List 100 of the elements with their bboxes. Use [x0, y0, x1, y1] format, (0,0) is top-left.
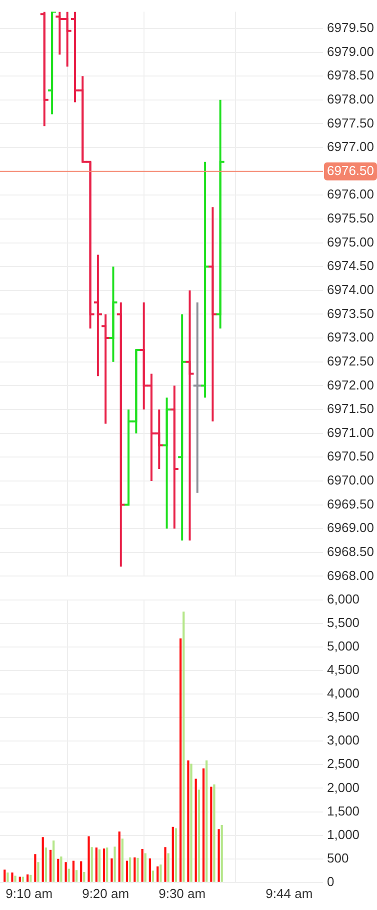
y-tick-label: 6972.50 — [327, 353, 374, 368]
bar — [182, 612, 185, 882]
bar — [118, 832, 120, 882]
candlestick — [196, 302, 198, 493]
bar — [52, 840, 55, 882]
bar — [34, 854, 36, 882]
bar — [102, 848, 106, 882]
bar — [190, 764, 192, 882]
bar — [160, 864, 162, 882]
y-tick-label: 6973.50 — [327, 306, 374, 321]
bar — [37, 862, 40, 882]
ref-line-label: 6976.50 — [327, 162, 374, 178]
y-tick-label: 6,000 — [327, 591, 360, 606]
x-tick-label: 9:44 am — [266, 886, 313, 901]
y-tick-label: 6969.00 — [327, 520, 374, 536]
y-tick-label: 6975.00 — [327, 234, 374, 250]
y-tick-label: 6972.00 — [327, 377, 374, 392]
bar — [22, 876, 24, 882]
y-tick-label: 0 — [327, 874, 334, 889]
bar — [42, 837, 44, 882]
y-tick-label: 3,000 — [327, 732, 360, 748]
y-tick-label: 5,000 — [327, 638, 360, 654]
bar — [136, 858, 139, 882]
bar — [114, 846, 116, 882]
bar — [194, 778, 197, 882]
bar — [164, 847, 166, 882]
y-tick-label: 6971.00 — [327, 424, 374, 440]
y-tick-label: 6971.50 — [327, 401, 374, 416]
bar — [128, 857, 132, 882]
bar — [218, 829, 220, 882]
bar — [30, 874, 32, 882]
y-tick-label: 6970.00 — [327, 472, 374, 488]
y-tick-label: 6976.00 — [327, 186, 374, 202]
y-tick-label: 5,500 — [327, 614, 360, 630]
bar — [110, 858, 113, 882]
bar — [57, 858, 60, 882]
bar — [98, 849, 101, 882]
bar — [11, 872, 14, 882]
bar — [44, 848, 47, 882]
bar — [106, 848, 108, 882]
y-tick-label: 3,500 — [327, 709, 360, 724]
bar — [72, 860, 75, 882]
y-tick-label: 6977.50 — [327, 115, 374, 130]
bar — [134, 857, 136, 882]
bar — [126, 860, 128, 882]
y-tick-label: 6979.50 — [327, 20, 374, 36]
y-tick-label: 4,000 — [327, 686, 360, 701]
y-tick-label: 6978.50 — [327, 68, 374, 83]
y-tick-label: 6975.50 — [327, 210, 374, 226]
bar — [83, 872, 86, 882]
y-tick-label: 6974.00 — [327, 282, 374, 298]
bar — [68, 868, 70, 882]
y-tick-label: 4,500 — [327, 662, 360, 678]
bar — [75, 870, 78, 882]
bar — [156, 866, 159, 882]
x-tick-label: 9:20 am — [82, 886, 130, 901]
bar — [121, 838, 124, 882]
bar — [49, 850, 52, 882]
bar — [172, 826, 174, 882]
bar — [205, 760, 208, 882]
y-tick-label: 6968.50 — [327, 544, 374, 559]
y-tick-label: 2,000 — [327, 780, 360, 795]
bar — [220, 824, 223, 882]
bar — [213, 784, 216, 882]
bar — [90, 847, 93, 882]
bar — [4, 870, 6, 882]
bar — [60, 856, 62, 882]
bar — [14, 876, 16, 882]
y-tick-label: 1,000 — [327, 826, 360, 842]
x-tick-label: 9:30 am — [158, 886, 206, 901]
bar — [88, 836, 90, 882]
y-tick-label: 6968.00 — [327, 568, 374, 583]
y-tick-label: 6979.00 — [327, 44, 374, 59]
bar — [152, 870, 154, 882]
y-tick-label: 6969.50 — [327, 496, 374, 512]
y-tick-label: 6973.00 — [327, 330, 374, 345]
bar — [144, 853, 146, 882]
bar — [202, 768, 205, 882]
bar — [148, 858, 152, 882]
bar — [179, 638, 182, 882]
bar — [141, 848, 144, 882]
bar — [6, 872, 9, 882]
y-tick-label: 6970.50 — [327, 448, 374, 464]
bar — [174, 828, 178, 882]
y-tick-label: 1,500 — [327, 803, 360, 818]
x-tick-label: 9:10 am — [6, 886, 53, 901]
bar — [95, 848, 98, 882]
bar — [64, 862, 67, 882]
candlestick — [188, 290, 191, 540]
bar — [18, 876, 21, 882]
bar — [187, 760, 190, 882]
y-tick-label: 6977.00 — [327, 139, 374, 154]
y-tick-label: 2,500 — [327, 756, 360, 772]
bar — [210, 786, 212, 882]
bar — [167, 853, 170, 882]
bar — [198, 790, 200, 882]
y-tick-label: 6978.00 — [327, 91, 374, 106]
bar — [26, 874, 29, 882]
y-tick-label: 6974.50 — [327, 258, 374, 274]
bar — [80, 861, 82, 882]
